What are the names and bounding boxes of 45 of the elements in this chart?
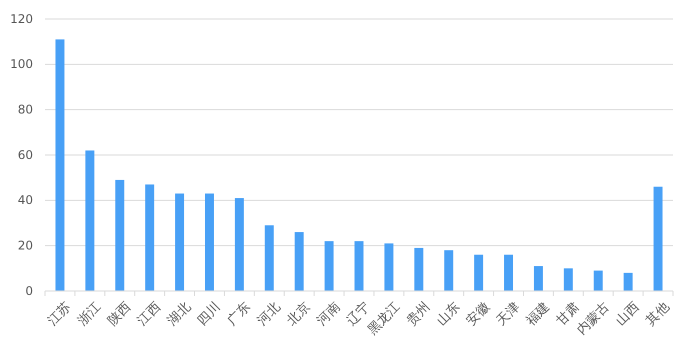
bar [294,232,304,291]
bar [85,150,94,291]
x-tick-label: 山西 [613,300,642,329]
y-tick-label: 0 [25,284,33,298]
y-tick-label: 100 [10,57,33,72]
x-tick-label: 江西 [134,300,164,329]
bar [564,268,573,291]
y-tick-label: 60 [18,148,33,162]
x-tick-label: 河南 [314,300,344,329]
y-tick-label: 20 [18,238,33,253]
y-tick-label: 80 [18,102,33,117]
x-tick-label: 山东 [434,300,463,329]
x-tick-label: 湖北 [164,300,194,329]
bar [204,194,214,291]
y-tick-label: 40 [18,193,33,208]
x-tick-label: 安徽 [463,298,493,329]
bar [234,198,244,291]
x-tick-label: 陕西 [105,300,134,329]
x-tick-label: 江苏 [45,300,74,329]
bar [264,225,274,291]
bar [354,241,364,291]
x-tick-label: 浙江 [75,300,104,329]
bar [145,184,154,291]
bar [654,186,663,291]
x-tick-label: 天津 [494,300,523,329]
x-tick-label: 北京 [284,300,314,329]
bar [384,243,394,291]
x-tick-label: 河北 [254,300,284,329]
bar [414,248,424,291]
bar [175,194,184,291]
bar [504,254,514,291]
bar [534,266,543,291]
x-tick-label: 贵州 [404,300,434,329]
bar [474,254,484,291]
x-tick-label: 福建 [524,300,553,329]
bar [324,241,334,291]
bar [55,39,64,291]
x-tick-label: 其他 [643,300,672,329]
y-tick-label: 120 [10,12,33,26]
bar [444,250,454,291]
x-tick-label: 广东 [224,300,254,329]
bar [624,272,633,291]
bar [594,270,603,291]
bar [115,180,124,291]
x-tick-label: 四川 [194,300,224,329]
